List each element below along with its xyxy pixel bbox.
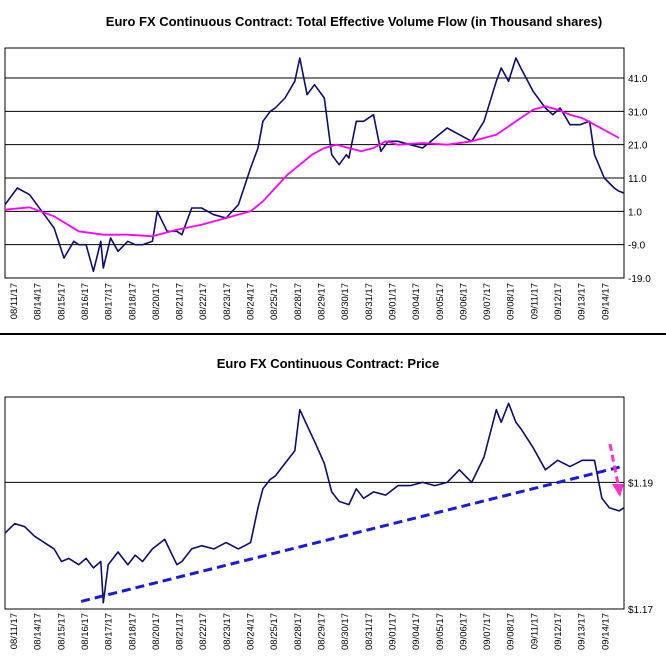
series-lines [4, 402, 625, 604]
x-tick-label: 08/18/17 [127, 613, 138, 650]
x-tick-label: 09/12/17 [553, 613, 564, 650]
volume-flow-chart: Euro FX Continuous Contract: Total Effec… [4, 14, 651, 320]
down-arrow-icon [608, 443, 620, 485]
chart-title: Euro FX Continuous Contract: Price [217, 356, 439, 371]
x-tick-label: 09/08/17 [506, 283, 517, 320]
x-tick-label: 09/13/17 [577, 283, 588, 320]
x-tick-label: 08/15/17 [56, 283, 67, 320]
x-tick-label: 08/17/17 [104, 283, 115, 320]
annotations [80, 443, 624, 603]
x-tick-label: 08/25/17 [269, 283, 280, 320]
x-tick-label: 09/12/17 [553, 283, 564, 320]
y-tick-label: $1.17 [628, 605, 653, 616]
plot-area [4, 47, 625, 279]
series-line-primary [4, 402, 625, 604]
series-line-primary [4, 57, 625, 273]
x-tick-label: 08/21/17 [175, 613, 186, 650]
x-tick-label: 08/28/17 [293, 613, 304, 650]
y-axis-labels: 41.0 31.0 21.0 11.0 1.0 -9.0 -19.0 [628, 74, 651, 285]
x-tick-label: 08/24/17 [246, 283, 257, 320]
chart-title: Euro FX Continuous Contract: Total Effec… [106, 14, 602, 29]
x-tick-label: 08/23/17 [222, 283, 233, 320]
x-tick-label: 08/22/17 [198, 283, 209, 320]
y-tick-label: -19.0 [628, 274, 651, 285]
x-tick-label: 09/04/17 [411, 283, 422, 320]
series-line-average [4, 105, 620, 238]
y-tick-label: $1.19 [628, 478, 653, 489]
x-tick-label: 08/23/17 [222, 613, 233, 650]
x-tick-label: 08/29/17 [317, 283, 328, 320]
y-axis-labels: $1.19 $1.17 [628, 478, 653, 616]
x-tick-label: 08/31/17 [364, 613, 375, 650]
x-axis-labels: 08/11/17 08/14/17 08/15/17 08/16/17 08/17/17… [9, 283, 611, 320]
x-tick-label: 08/20/17 [151, 283, 162, 320]
x-tick-label: 08/24/17 [246, 613, 257, 650]
y-tick-label: 41.0 [628, 74, 648, 85]
x-tick-label: 08/28/17 [293, 283, 304, 320]
x-tick-label: 09/11/17 [529, 613, 540, 649]
y-tick-label: 1.0 [628, 207, 642, 218]
x-tick-label: 08/31/17 [364, 283, 375, 320]
x-tick-label: 08/14/17 [33, 283, 44, 320]
y-tick-label: 11.0 [628, 174, 647, 185]
x-axis-labels: 08/11/17 08/14/17 08/15/17 08/16/17 08/17/17… [9, 613, 611, 650]
x-tick-label: 09/01/17 [387, 283, 398, 320]
x-tick-label: 08/22/17 [198, 613, 209, 650]
x-tick-label: 09/05/17 [435, 283, 446, 320]
x-tick-label: 09/01/17 [387, 613, 398, 650]
x-tick-label: 09/05/17 [435, 613, 446, 650]
x-tick-label: 08/16/17 [80, 283, 91, 320]
x-tick-label: 08/11/17 [9, 283, 20, 319]
trendline [80, 465, 622, 603]
x-tick-label: 08/18/17 [127, 283, 138, 320]
x-tick-label: 08/17/17 [104, 613, 115, 650]
x-tick-label: 08/30/17 [340, 283, 351, 320]
x-tick-label: 08/30/17 [340, 613, 351, 650]
x-tick-label: 08/25/17 [269, 613, 280, 650]
x-tick-label: 08/11/17 [9, 613, 20, 649]
x-tick-label: 08/15/17 [56, 613, 67, 650]
x-tick-label: 09/13/17 [577, 613, 588, 650]
arrow-head-icon [612, 484, 624, 497]
x-tick-label: 09/11/17 [529, 283, 540, 319]
y-tick-label: -9.0 [628, 241, 646, 252]
x-tick-label: 08/21/17 [175, 283, 186, 320]
x-tick-label: 09/14/17 [600, 283, 611, 320]
panel-separator [0, 333, 666, 335]
x-tick-label: 08/20/17 [151, 613, 162, 650]
x-tick-label: 09/06/17 [458, 283, 469, 320]
x-tick-label: 08/16/17 [80, 613, 91, 650]
x-tick-label: 09/14/17 [600, 613, 611, 650]
price-chart: Euro FX Continuous Contract: Price $1.19… [4, 356, 653, 650]
plot-area [4, 396, 625, 610]
series-lines [4, 57, 625, 273]
y-tick-label: 31.0 [628, 107, 648, 118]
x-tick-label: 09/08/17 [506, 613, 517, 650]
x-tick-label: 09/07/17 [482, 283, 493, 320]
x-tick-label: 08/14/17 [33, 613, 44, 650]
x-tick-label: 09/07/17 [482, 613, 493, 650]
y-tick-label: 21.0 [628, 141, 648, 152]
x-tick-label: 09/06/17 [458, 613, 469, 650]
x-tick-label: 08/29/17 [317, 613, 328, 650]
x-tick-label: 09/04/17 [411, 613, 422, 650]
